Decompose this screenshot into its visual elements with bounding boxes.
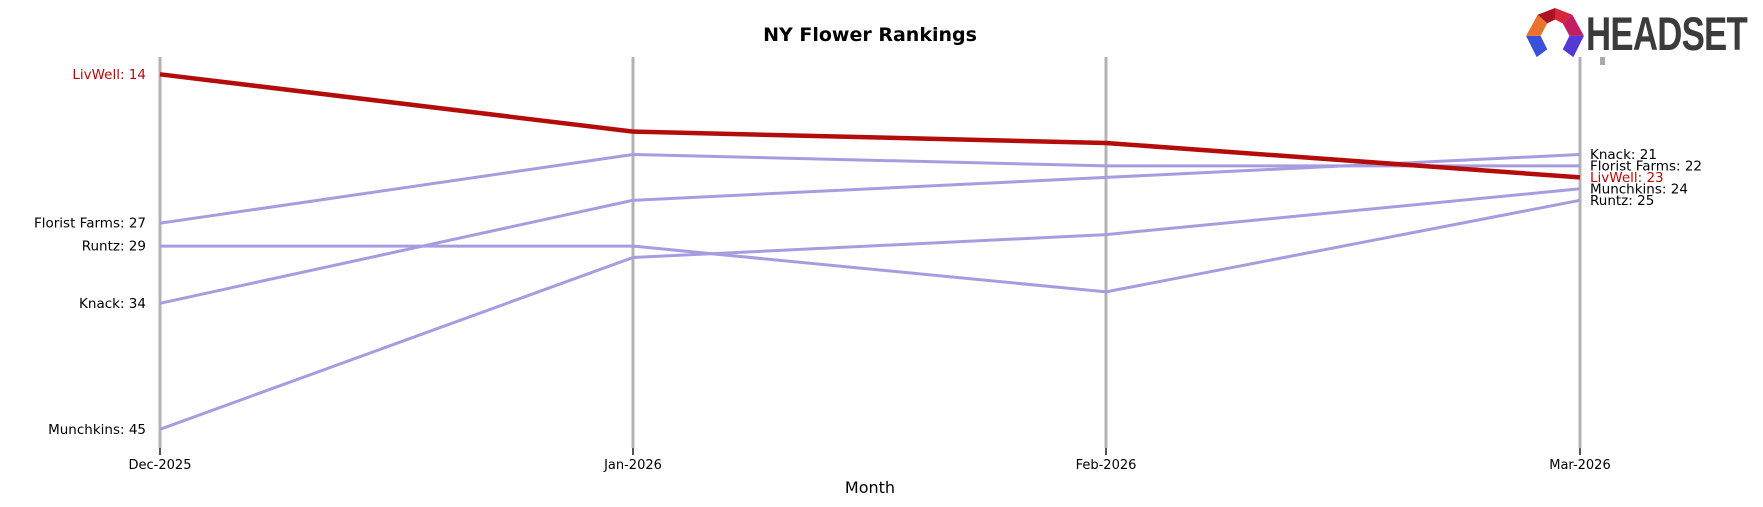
start-label-florist-farms: Florist Farms: 27: [34, 216, 146, 232]
series-line-runtz: [160, 198, 1581, 294]
headset-logo-icon: [1526, 7, 1584, 58]
tick-label-dec-2025: Dec-2025: [129, 458, 192, 473]
end-label-runtz: Runtz: 25: [1590, 193, 1654, 209]
start-label-munchkins: Munchkins: 45: [48, 422, 146, 438]
x-axis-label: Month: [845, 478, 895, 497]
small-gray-artifact: [1600, 57, 1605, 65]
end-label-livwell: LivWell: 23: [1590, 170, 1664, 186]
chart-title: NY Flower Rankings: [763, 24, 977, 46]
headset-logo-text: HEADSET: [1586, 7, 1748, 60]
headset-logo: HEADSET: [1524, 7, 1763, 61]
tick-label-jan-2026: Jan-2026: [603, 458, 662, 473]
end-label-knack: Knack: 21: [1590, 147, 1657, 163]
end-label-munchkins: Munchkins: 24: [1590, 181, 1688, 197]
end-label-florist-farms: Florist Farms: 22: [1590, 158, 1702, 174]
series-line-livwell: [159, 72, 1581, 180]
start-label-runtz: Runtz: 29: [82, 239, 146, 255]
tick-label-mar-2026: Mar-2026: [1549, 458, 1610, 473]
tick-label-feb-2026: Feb-2026: [1076, 458, 1137, 473]
series-line-munchkins: [159, 187, 1581, 431]
start-label-livwell: LivWell: 14: [72, 67, 146, 83]
start-label-knack: Knack: 34: [79, 296, 146, 312]
series-line-knack: [159, 153, 1581, 305]
